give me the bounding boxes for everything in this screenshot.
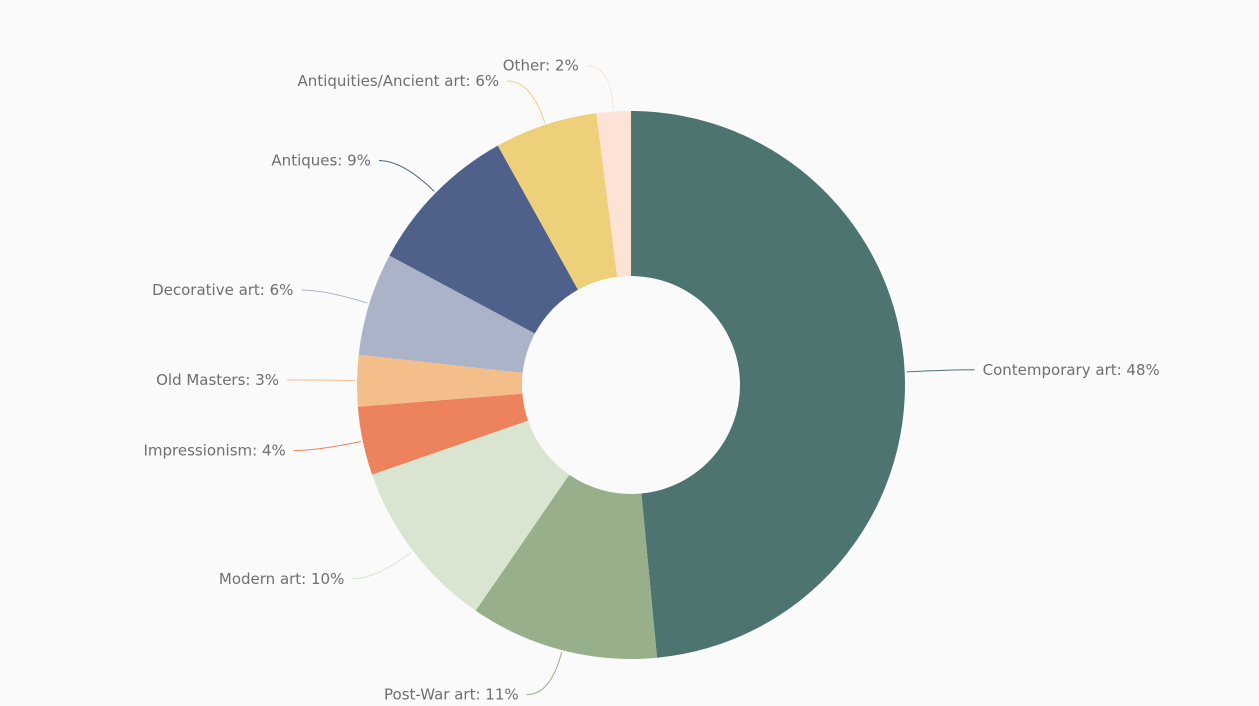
leader-line-impressionism — [293, 441, 361, 452]
leader-line-modern-art — [352, 551, 412, 580]
slices-layer — [357, 111, 905, 659]
slice-antiques — [389, 145, 579, 334]
slice-label-old-masters: Old Masters: 3% — [156, 371, 279, 389]
slice-label-impressionism: Impressionism: 4% — [143, 442, 285, 460]
leader-line-decorative-art — [301, 289, 368, 304]
leader-line-contemporary-art — [906, 369, 975, 373]
slice-post-war-art — [475, 474, 658, 659]
leader-line-post-war-art — [526, 652, 563, 696]
slice-label-antiques: Antiques: 9% — [271, 152, 371, 170]
slice-modern-art — [372, 420, 570, 611]
slice-contemporary-art — [631, 111, 905, 658]
leaders-layer — [287, 65, 975, 696]
slice-label-antiquities-ancient-art: Antiquities/Ancient art: 6% — [298, 72, 500, 90]
leader-line-antiques — [378, 160, 435, 192]
leader-line-other — [586, 65, 614, 110]
slice-label-contemporary-art: Contemporary art: 48% — [983, 361, 1160, 379]
slice-label-post-war-art: Post-War art: 11% — [384, 686, 519, 704]
slice-other — [596, 111, 631, 277]
leader-line-old-masters — [287, 379, 356, 382]
slice-label-other: Other: 2% — [503, 57, 579, 75]
labels-layer: Contemporary art: 48% Post-War art: 11% Mo… — [143, 57, 1159, 704]
slice-antiquities-ancient-art — [497, 113, 618, 290]
slice-impressionism — [357, 393, 528, 475]
slice-label-modern-art: Modern art: 10% — [219, 570, 344, 588]
slice-old-masters — [357, 354, 523, 407]
slice-decorative-art — [358, 255, 535, 373]
slice-label-decorative-art: Decorative art: 6% — [152, 281, 293, 299]
leader-line-antiquities-ancient-art — [507, 80, 546, 123]
